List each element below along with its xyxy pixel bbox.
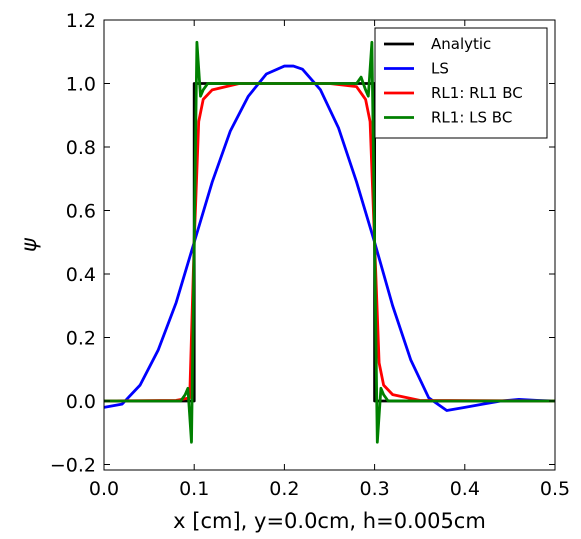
x-tick-label: 0.5 [540,478,570,500]
y-tick-label: 0.4 [66,264,96,286]
x-tick-label: 0.0 [89,478,119,500]
legend-label: RL1: RL1 BC [431,84,523,102]
y-axis-label: ψ [17,237,41,252]
legend-label: Analytic [431,35,491,53]
tick-layer: 0.0 0.1 0.2 0.3 0.4 0.5−0.20.00.20.40.60.81.0… [50,10,570,500]
legend-box [374,27,548,139]
x-axis-label: x [cm], y=0.0cm, h=0.005cm [173,509,486,533]
legend-label: RL1: LS BC [431,109,512,127]
y-tick-label: 1.2 [66,10,96,32]
x-tick-label: 0.2 [269,478,299,500]
y-tick-label: 1.0 [66,74,96,96]
series-line-4 [104,40,555,444]
y-tick-label: 0.0 [66,391,96,413]
series-layer [103,40,556,444]
y-tick-label: −0.2 [50,455,96,477]
legend: Analytic LS RL1: RL1 BC RL1: LS BC [374,27,548,139]
x-tick-label: 0.3 [359,478,389,500]
series-line-2 [103,64,556,412]
plot-frame [103,19,556,471]
y-tick-label: 0.6 [66,201,96,223]
legend-label: LS [431,60,449,78]
x-tick-label: 0.4 [450,478,480,500]
x-tick-label: 0.1 [179,478,209,500]
y-tick-label: 0.8 [66,137,96,159]
y-tick-label: 0.2 [66,328,96,350]
